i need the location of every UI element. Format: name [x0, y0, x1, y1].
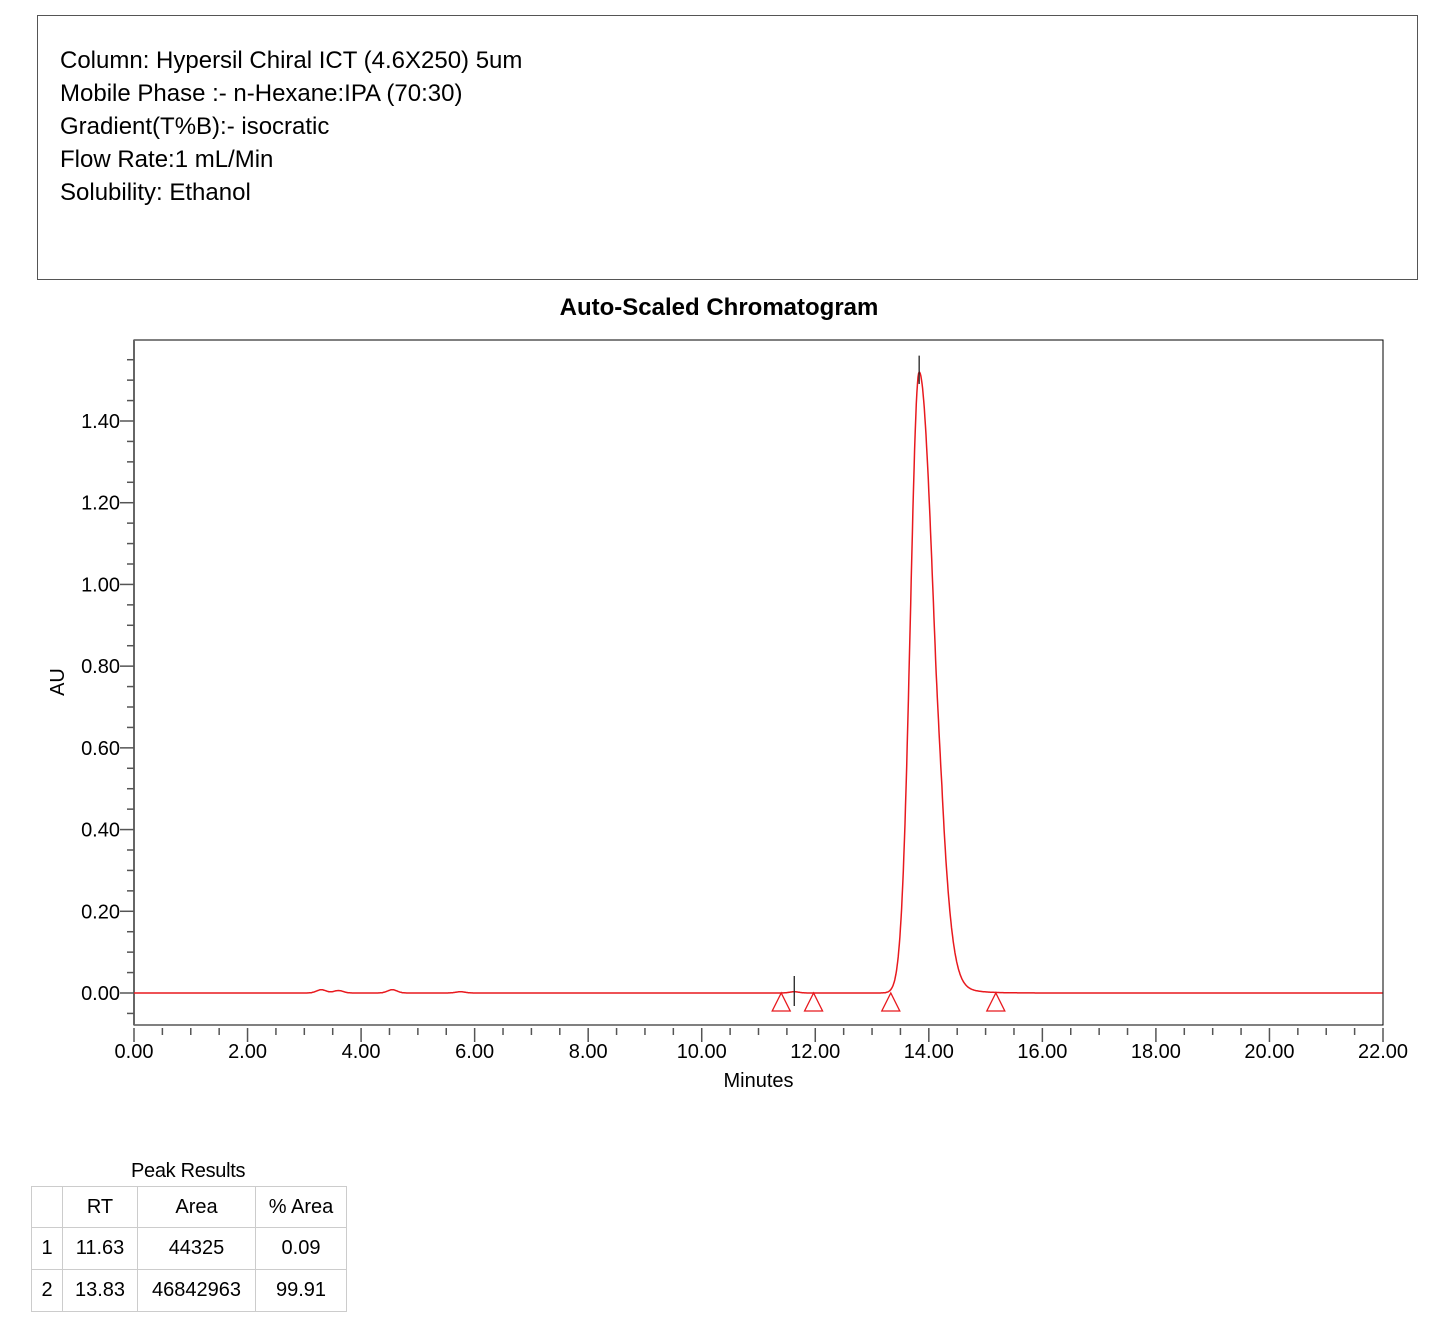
row-area: 46842963 [137, 1269, 256, 1312]
y-tick-label: 0.80 [81, 656, 120, 678]
x-tick-label: 6.00 [455, 1041, 494, 1063]
table-row: 2 13.83 46842963 99.91 [31, 1269, 347, 1312]
plot-frame [133, 339, 1384, 1026]
header-pct-area: % Area [255, 1186, 347, 1228]
solubility-info: Solubility: Ethanol [60, 179, 251, 206]
x-tick-label: 14.00 [904, 1041, 954, 1063]
row-area: 44325 [137, 1227, 256, 1270]
table-row: 1 11.63 44325 0.09 [31, 1227, 347, 1270]
x-tick-label: 16.00 [1017, 1041, 1067, 1063]
integration-marker-triangle [880, 991, 901, 1012]
x-tick-label: 8.00 [569, 1041, 608, 1063]
row-index: 1 [31, 1227, 63, 1270]
chromatogram-chart: 0.00 0.20 0.40 0.60 0.80 1.00 1.20 1.40 0.00 2.00… [47, 339, 1408, 1092]
row-index: 2 [31, 1269, 63, 1312]
gradient-info: Gradient(T%B):- isocratic [60, 113, 330, 140]
x-axis-label: Minutes [723, 1070, 793, 1092]
row-pct-area: 99.91 [255, 1269, 347, 1312]
chart-title: Auto-Scaled Chromatogram [559, 294, 879, 321]
header-index [31, 1186, 63, 1228]
x-tick-label: 4.00 [342, 1041, 381, 1063]
x-tick-label: 2.00 [228, 1041, 267, 1063]
mobile-phase-info: Mobile Phase :- n-Hexane:IPA (70:30) [60, 80, 463, 107]
column-info: Column: Hypersil Chiral ICT (4.6X250) 5u… [60, 47, 523, 74]
x-tick-label: 0.00 [115, 1041, 154, 1063]
y-tick-label: 1.40 [81, 411, 120, 433]
peak-results-table: RT Area % Area 1 11.63 44325 0.09 2 13.8… [31, 1186, 347, 1312]
row-pct-area: 0.09 [255, 1227, 347, 1270]
y-axis-label: AU [47, 668, 69, 696]
chromatogram-trace [134, 370, 1383, 994]
x-tick-label: 22.00 [1358, 1041, 1408, 1063]
y-tick-label: 0.60 [81, 738, 120, 760]
method-info-box: Column: Hypersil Chiral ICT (4.6X250) 5u… [37, 15, 1418, 280]
y-tick-label: 1.20 [81, 493, 120, 515]
integration-marker-triangle [985, 991, 1006, 1012]
integration-marker-triangle [771, 991, 792, 1012]
row-rt: 13.83 [62, 1269, 138, 1312]
y-tick-label: 0.00 [81, 983, 120, 1005]
header-area: Area [137, 1186, 256, 1228]
x-tick-label: 10.00 [677, 1041, 727, 1063]
flow-rate-info: Flow Rate:1 mL/Min [60, 146, 274, 173]
integration-marker-triangle [803, 991, 824, 1012]
x-tick-label: 12.00 [790, 1041, 840, 1063]
x-tick-label: 20.00 [1244, 1041, 1294, 1063]
y-tick-label: 0.20 [81, 901, 120, 923]
row-rt: 11.63 [62, 1227, 138, 1270]
y-tick-label: 1.00 [81, 574, 120, 596]
y-tick-label: 0.40 [81, 820, 120, 842]
header-rt: RT [62, 1186, 138, 1228]
peak-results-caption: Peak Results [131, 1160, 246, 1182]
x-tick-label: 18.00 [1131, 1041, 1181, 1063]
table-header-row: RT Area % Area [31, 1186, 347, 1228]
